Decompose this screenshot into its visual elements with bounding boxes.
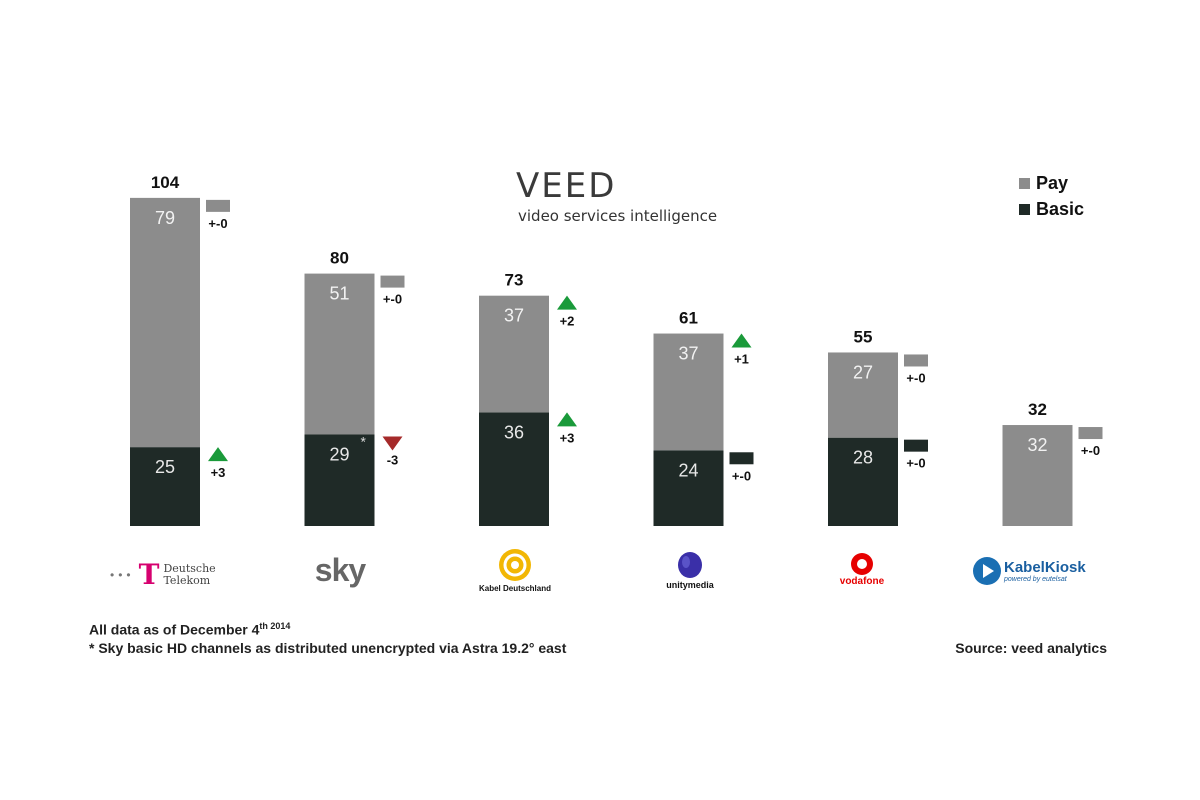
- bar-0-pay: [130, 197, 200, 448]
- legend-label-basic: Basic: [1036, 198, 1085, 219]
- bar-2-pay-label: 37: [504, 306, 524, 326]
- bar-4-basic-label: 28: [853, 448, 873, 468]
- bar-3-basic-label: 24: [678, 460, 698, 480]
- bar-3-pay-change-label: +1: [734, 352, 749, 367]
- bar-5-pay-label: 32: [1027, 435, 1047, 455]
- kabelkiosk-sub: powered by eutelsat: [1004, 576, 1067, 583]
- bar-2-pay: [479, 295, 549, 413]
- bar-3-basic-change-label: +-0: [732, 468, 751, 483]
- logo-sky: sky: [314, 552, 366, 588]
- note-date-sup: th 2014: [259, 621, 291, 631]
- bar-4-pay: [828, 352, 898, 438]
- bar-3-pay-up-arrow: [731, 333, 752, 348]
- kabelkiosk-text: KabelKiosk: [1004, 559, 1086, 576]
- bar-3-pay-label: 37: [678, 344, 698, 364]
- bar-3-pay: [653, 333, 724, 451]
- bar-1-basic-label: 29: [329, 445, 349, 465]
- unitymedia-icon: [678, 552, 702, 578]
- bar-1-pay-change-label: +-0: [383, 292, 402, 307]
- veed-logo-title: VEED: [516, 166, 617, 206]
- legend-swatch-pay: [1019, 177, 1030, 189]
- bar-2-pay-up-arrow: [557, 295, 577, 310]
- bar-3-basic-flat-marker: [729, 452, 754, 465]
- logo-vodafone: vodafone: [830, 552, 894, 587]
- bar-4-basic-change-label: +-0: [906, 456, 925, 471]
- bar-3-total-label: 61: [679, 309, 698, 328]
- bar-5-pay-change-label: +-0: [1081, 443, 1100, 458]
- kabel-deutschland-swirl-icon: [499, 549, 531, 581]
- bar-3-basic: [653, 450, 724, 526]
- kabel-deutschland-text: Kabel Deutschland: [478, 584, 551, 593]
- logo-kabel-deutschland: Kabel Deutschland: [475, 548, 555, 593]
- bar-4-basic: [828, 437, 898, 526]
- note-sky-footnote: * Sky basic HD channels as distributed u…: [89, 640, 567, 656]
- bar-5-pay-flat-marker: [1078, 427, 1103, 440]
- bar-1-asterisk: *: [361, 434, 367, 450]
- vodafone-icon: [851, 553, 873, 575]
- bar-2-pay-change-label: +2: [560, 314, 575, 329]
- unitymedia-text: unitymedia: [666, 580, 714, 590]
- bar-2-total-label: 73: [505, 271, 524, 290]
- telekom-line1: Deutsche: [163, 561, 216, 575]
- bar-1-basic: [304, 434, 375, 526]
- bar-0-pay-flat-marker: [206, 199, 230, 212]
- bar-2-basic-up-arrow: [557, 412, 577, 427]
- legend-item-pay: Pay: [1019, 170, 1084, 196]
- bar-2-basic: [479, 412, 549, 526]
- bar-0-basic: [130, 447, 200, 526]
- bar-4-basic-flat-marker: [904, 439, 928, 452]
- telekom-dots-icon: •••: [110, 567, 135, 582]
- vodafone-text: vodafone: [839, 576, 885, 587]
- bar-0-basic-up-arrow: [208, 447, 228, 462]
- legend-swatch-basic: [1019, 203, 1030, 215]
- bar-0-pay-change-label: +-0: [208, 216, 227, 231]
- bar-1-basic-down-arrow: [382, 436, 403, 451]
- bar-0-basic-label: 25: [155, 457, 175, 477]
- logo-deutsche-telekom: ••• T Deutsche Telekom: [110, 558, 220, 591]
- bar-1-pay-label: 51: [329, 284, 349, 304]
- bar-4-pay-label: 27: [853, 362, 873, 382]
- legend-label-pay: Pay: [1036, 172, 1069, 193]
- bar-1-pay-flat-marker: [380, 275, 405, 288]
- bar-4-total-label: 55: [854, 327, 873, 346]
- note-date: All data as of December 4th 2014: [89, 621, 290, 638]
- source-note: Source: veed analytics: [955, 640, 1107, 656]
- legend-item-basic: Basic: [1019, 196, 1084, 222]
- bar-1-basic-change-label: -3: [387, 453, 399, 468]
- bar-4-pay-flat-marker: [904, 354, 928, 367]
- bar-0-basic-change-label: +3: [211, 465, 226, 480]
- logo-unitymedia: unitymedia: [660, 550, 720, 590]
- bar-2-basic-change-label: +3: [560, 430, 575, 445]
- bar-2-basic-label: 36: [504, 422, 524, 442]
- legend: Pay Basic: [1019, 170, 1084, 222]
- bar-1-pay: [304, 273, 375, 435]
- kabelkiosk-icon: [973, 557, 1001, 585]
- bar-0-total-label: 104: [151, 173, 180, 192]
- bar-0-pay-label: 79: [155, 208, 175, 228]
- bar-5-total-label: 32: [1028, 400, 1047, 419]
- veed-tagline: video services intelligence: [518, 207, 718, 225]
- note-date-text: All data as of December 4: [89, 621, 260, 638]
- telekom-t-icon: T: [138, 558, 160, 591]
- bar-5-pay: [1002, 425, 1073, 526]
- telekom-line2: Telekom: [163, 573, 211, 587]
- logo-kabelkiosk: KabelKiosk powered by eutelsat: [972, 556, 1102, 586]
- bar-4-pay-change-label: +-0: [906, 370, 925, 385]
- bar-1-total-label: 80: [330, 249, 349, 268]
